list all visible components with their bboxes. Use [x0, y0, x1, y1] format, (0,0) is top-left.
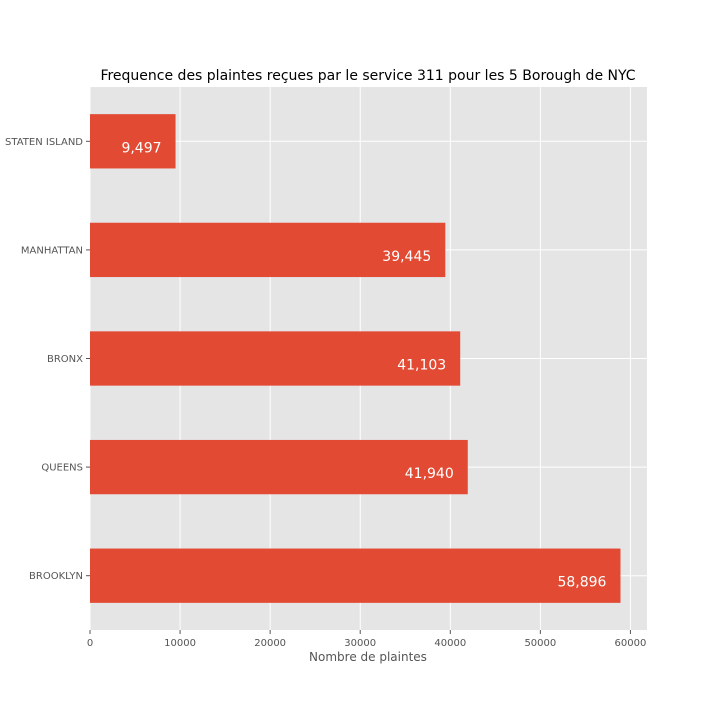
y-tick-label: BRONX — [47, 354, 83, 365]
data-label: 39,445 — [382, 249, 431, 265]
bar — [90, 331, 461, 386]
y-tick-label: MANHATTAN — [21, 245, 83, 256]
x-tick-label: 50000 — [524, 638, 556, 649]
data-label: 41,103 — [397, 358, 446, 374]
y-tick-label: QUEENS — [41, 463, 83, 474]
x-axis: 0 10000 20000 30000 40000 50000 60000 — [87, 630, 647, 649]
y-tick-label: BROOKLYN — [29, 571, 83, 582]
chart-title: Frequence des plaintes reçues par le ser… — [100, 68, 635, 84]
bar — [90, 439, 468, 495]
y-tick-label: STATEN ISLAND — [5, 137, 83, 148]
data-label: 58,896 — [557, 575, 606, 591]
x-tick-label: 30000 — [344, 638, 376, 649]
data-label: 41,940 — [405, 466, 454, 482]
x-axis-label: Nombre de plaintes — [309, 650, 427, 664]
x-tick-label: 20000 — [254, 638, 286, 649]
x-tick-label: 10000 — [164, 638, 196, 649]
x-tick-label: 40000 — [434, 638, 466, 649]
x-tick-label: 0 — [87, 638, 93, 649]
bars: 9,497 39,445 41,103 41,940 58,896 — [90, 114, 621, 603]
y-axis: STATEN ISLAND MANHATTAN BRONX QUEENS BROOKLY… — [5, 137, 90, 582]
bar — [90, 114, 176, 169]
bar — [90, 222, 446, 278]
x-tick-label: 60000 — [615, 638, 647, 649]
bar — [90, 548, 621, 603]
data-label: 9,497 — [121, 140, 161, 156]
